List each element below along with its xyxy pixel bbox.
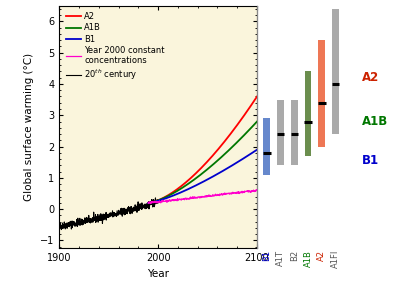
Bar [264, 119, 271, 175]
Text: A1T: A1T [276, 250, 285, 266]
Text: A2: A2 [362, 71, 379, 84]
Text: A1B: A1B [304, 250, 313, 267]
Text: A1B: A1B [362, 115, 388, 128]
Bar [332, 9, 339, 134]
Text: A2: A2 [317, 250, 326, 261]
Text: A1FI: A1FI [331, 250, 340, 268]
Bar [318, 40, 325, 147]
Bar [291, 100, 298, 165]
Text: B2: B2 [290, 250, 299, 261]
X-axis label: Year: Year [147, 269, 169, 279]
Legend: A2, A1B, B1, Year 2000 constant
concentrations, 20$^{th}$ century: A2, A1B, B1, Year 2000 constant concentr… [63, 10, 167, 84]
Y-axis label: Global surface warming (°C): Global surface warming (°C) [24, 53, 35, 201]
Bar [277, 100, 284, 165]
Text: B1: B1 [262, 250, 271, 261]
Text: B1: B1 [362, 154, 379, 167]
Bar [305, 71, 311, 156]
